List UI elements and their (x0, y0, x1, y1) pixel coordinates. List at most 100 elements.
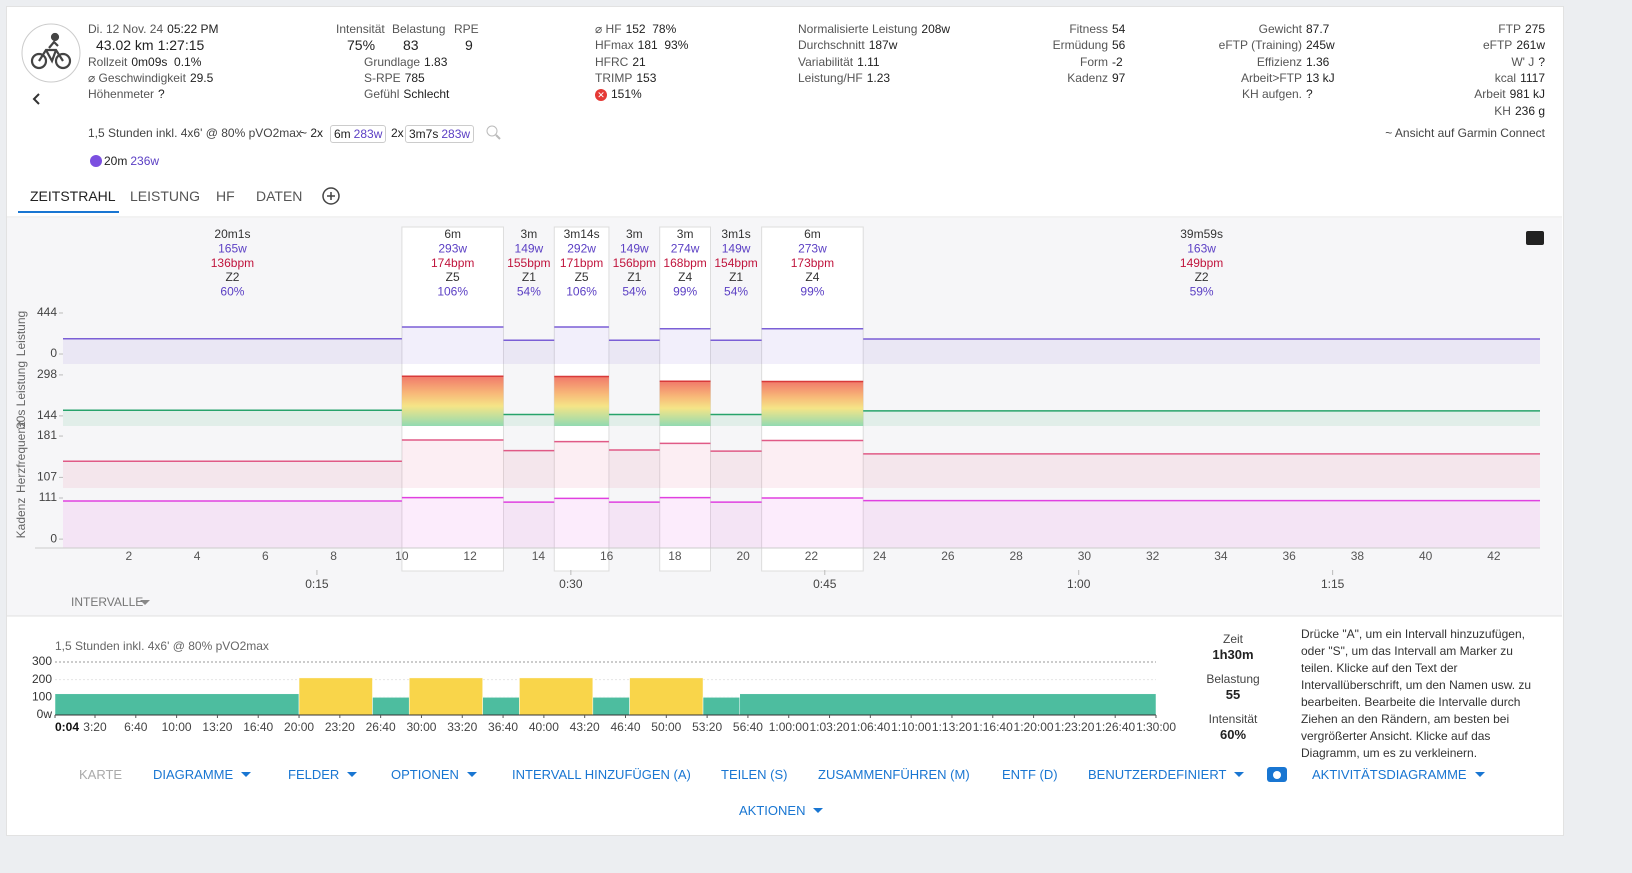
plan-bar (482, 697, 520, 716)
plan-x-tick-label: 53:20 (692, 720, 722, 734)
time-tick-label: 1:15 (1321, 577, 1345, 591)
interval-percent-label: 60% (220, 284, 244, 298)
score-label: RPE (454, 22, 479, 36)
plan-bar (592, 697, 630, 716)
match-duration: 3m7s (409, 127, 439, 141)
interval-power-label: 292w (567, 241, 596, 255)
stat-label: W' J (1511, 54, 1535, 69)
y-tick-label: 0 (50, 346, 57, 360)
stat-label: Höhenmeter (88, 87, 155, 102)
km-tick-label: 38 (1351, 549, 1365, 563)
stat-value: 54 (1112, 22, 1126, 36)
trace-area (63, 338, 402, 364)
caret (241, 772, 252, 777)
interval-duration: 6m (444, 227, 461, 241)
interval-hr-label: 174bpm (431, 256, 474, 270)
stat-value: 1.36 (1306, 54, 1330, 69)
stat-value: 97 (1112, 70, 1126, 85)
trace-area (710, 414, 762, 426)
tab[interactable]: DATEN (256, 188, 303, 204)
stat-value: 245w (1306, 38, 1335, 53)
stat-value: 87.7 (1306, 22, 1330, 36)
score-value: 75% (347, 37, 376, 53)
trace-area (401, 497, 504, 548)
stat-line: KH 236 g (1494, 103, 1545, 119)
action-button[interactable]: AKTIVITÄTSDIAGRAMME (1312, 767, 1485, 783)
stat-line: Arbeit 981 kJ (1474, 86, 1545, 102)
match-chip[interactable]: 3m7s 283w (405, 125, 475, 143)
plan-x-tick-label: 1:30:00 (1136, 720, 1176, 734)
time-tick-label: 1:00 (1067, 577, 1091, 591)
km-tick-label: 10 (395, 549, 409, 563)
tab[interactable]: HF (216, 188, 235, 204)
tab[interactable]: ZEITSTRAHL (30, 188, 116, 204)
km-tick-label: 18 (668, 549, 682, 563)
plan-x-tick-label: 56:40 (733, 720, 763, 734)
stat-label: FTP (1498, 22, 1521, 36)
stat-line: Durchschnitt 187w (798, 37, 897, 53)
action-button[interactable]: FELDER (288, 767, 358, 783)
trace-area (401, 326, 504, 364)
comment-icon[interactable] (1526, 231, 1544, 245)
summary-value: 60% (1219, 727, 1247, 742)
interval-duration: 3m1s (721, 227, 750, 241)
interval-duration: 3m (677, 227, 694, 241)
stat-line: Ermüdung 56 (908, 37, 1126, 53)
action-button[interactable]: ENTF (D) (1002, 767, 1058, 783)
plan-x-tick-label: 1:03:20 (810, 720, 850, 734)
stat-line: Di. 12 Nov. 24 05:22 PM (88, 21, 219, 37)
interval-duration: 20m1s (214, 227, 250, 241)
back-button[interactable] (32, 93, 40, 105)
stat-line: Kadenz 97 (908, 70, 1125, 86)
stat-value: 785 (404, 70, 425, 85)
interval-percent-label: 54% (724, 284, 748, 298)
button-label: ENTF (D) (1002, 767, 1058, 782)
time-tick-label: 0:30 (559, 577, 583, 591)
interval-power-label: 163w (1187, 241, 1216, 255)
action-button[interactable]: AKTIONEN (739, 803, 824, 819)
plan-x-tick-label: 1:06:40 (850, 720, 890, 734)
trace-area (863, 338, 1540, 364)
stat-label: 43.02 km (96, 37, 154, 54)
stat-label: Rollzeit (88, 54, 128, 69)
action-button[interactable]: KARTE (79, 767, 122, 783)
plan-bar (519, 677, 594, 716)
interval-hr-label: 149bpm (1180, 256, 1223, 270)
km-tick-label: 8 (330, 549, 337, 563)
stat-line: Höhenmeter? (88, 86, 165, 102)
stat-label: S-RPE (364, 70, 401, 85)
plan-y-tick-label: 200 (32, 672, 52, 686)
interval-zone: Z4 (805, 270, 819, 284)
interval-power-label: 149w (620, 241, 649, 255)
plan-title: 1,5 Stunden inkl. 4x6' @ 80% pVO2max (55, 639, 269, 653)
interval-percent-label: 106% (437, 284, 468, 298)
interval-percent-label: 106% (566, 284, 597, 298)
stat-line: Fitness 54 (908, 21, 1125, 37)
stat-label: Arbeit (1474, 87, 1506, 102)
plan-x-tick-label: 20:00 (284, 720, 314, 734)
action-button[interactable]: BENUTZERDEFINIERT (1088, 767, 1245, 783)
action-button[interactable]: INTERVALL HINZUFÜGEN (A) (512, 767, 691, 783)
action-button[interactable]: ZUSAMMENFÜHREN (M) (818, 767, 970, 783)
km-tick-label: 4 (194, 549, 201, 563)
tab[interactable]: LEISTUNG (130, 188, 201, 204)
match-chip[interactable]: 6m 283w (330, 125, 387, 143)
plan-x-tick-label: 30:00 (406, 720, 436, 734)
plan-y-tick-label: 0w (37, 707, 53, 721)
trace-area (608, 414, 660, 426)
search-icon[interactable] (486, 125, 498, 137)
stat-line: S-RPE 785 (364, 70, 425, 86)
interval-zone: Z2 (225, 270, 239, 284)
action-button[interactable]: DIAGRAMME (153, 767, 252, 783)
km-tick-label: 28 (1009, 549, 1023, 563)
km-tick-label: 42 (1487, 549, 1501, 563)
add-tab[interactable] (322, 187, 340, 205)
trace-area (761, 328, 864, 364)
plan-x-tick-label: 13:20 (202, 720, 232, 734)
action-button[interactable]: OPTIONEN (391, 767, 477, 783)
help-text: Drücke "A", um ein Intervall hinzuzufüge… (1301, 627, 1532, 760)
stat-label: Gefühl (364, 87, 400, 102)
plan-x-tick-label: 1:00:00 (769, 720, 809, 734)
action-button[interactable]: TEILEN (S) (721, 767, 787, 783)
